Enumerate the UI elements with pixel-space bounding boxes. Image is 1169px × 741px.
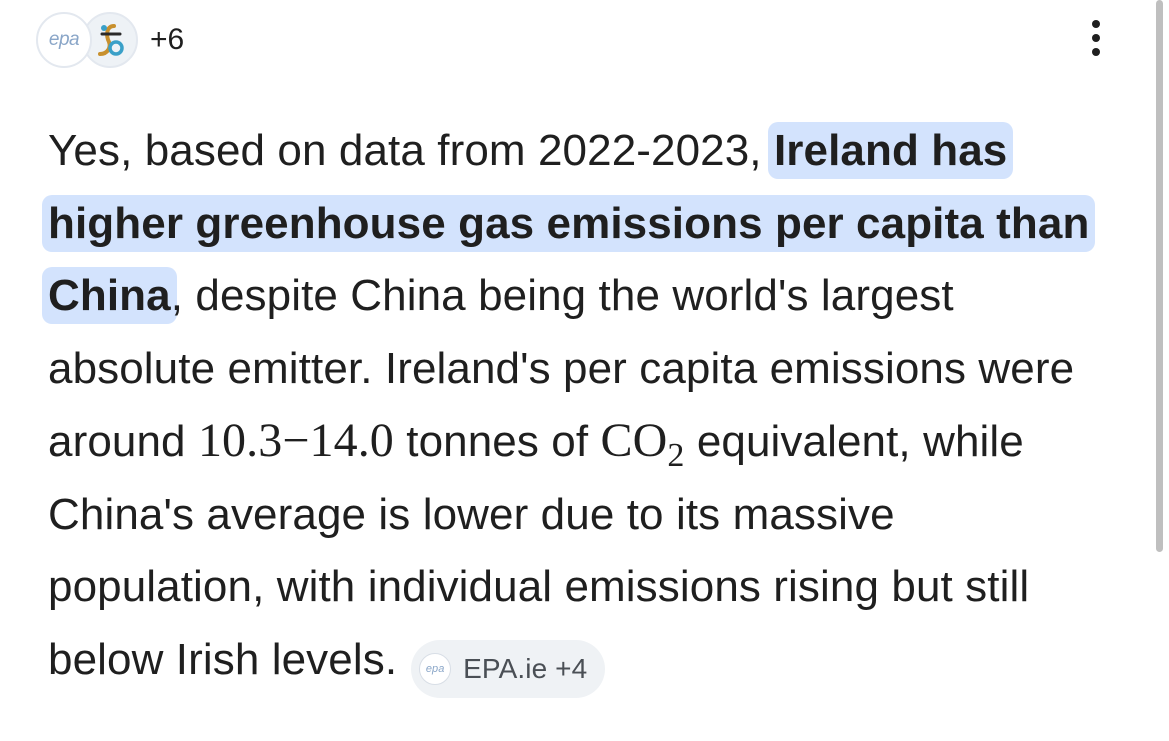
more-vert-icon — [1092, 20, 1100, 28]
epa-logo-icon[interactable]: epa — [36, 12, 92, 68]
more-vert-icon-dot-2 — [1092, 34, 1100, 42]
answer-text-part3: tonnes of — [393, 417, 601, 466]
citation-chip[interactable]: epa EPA.ie +4 — [411, 640, 606, 698]
answer-text-part1: Yes, based on data from 2022-2023, — [48, 126, 774, 175]
math-range: 10.3−14.0 — [197, 414, 394, 467]
scientific-source-logo-graphic — [98, 24, 124, 56]
epa-logo-text: epa — [48, 29, 80, 50]
math-co: CO — [600, 414, 668, 467]
answer-text-part2: , despite China being the world's larges… — [48, 271, 1075, 466]
ai-answer-text: Yes, based on data from 2022-2023, Irela… — [42, 115, 1118, 698]
math-subscript: 2 — [667, 437, 685, 474]
answer-text-part4: equivalent, while China's average is low… — [48, 417, 1030, 684]
sources-stack[interactable]: epa +6 — [36, 11, 184, 69]
citation-chip-label: EPA.ie +4 — [463, 653, 588, 684]
more-options-button[interactable] — [1080, 16, 1112, 60]
scrollbar[interactable] — [1152, 0, 1169, 741]
epa-chip-icon: epa — [419, 653, 452, 685]
more-vert-icon-dot-3 — [1092, 48, 1100, 56]
math-co2: CO2 — [600, 414, 685, 473]
scrollbar-thumb[interactable] — [1156, 0, 1163, 552]
more-sources-count[interactable]: +6 — [150, 23, 185, 56]
chip-icon-text: epa — [425, 662, 445, 675]
